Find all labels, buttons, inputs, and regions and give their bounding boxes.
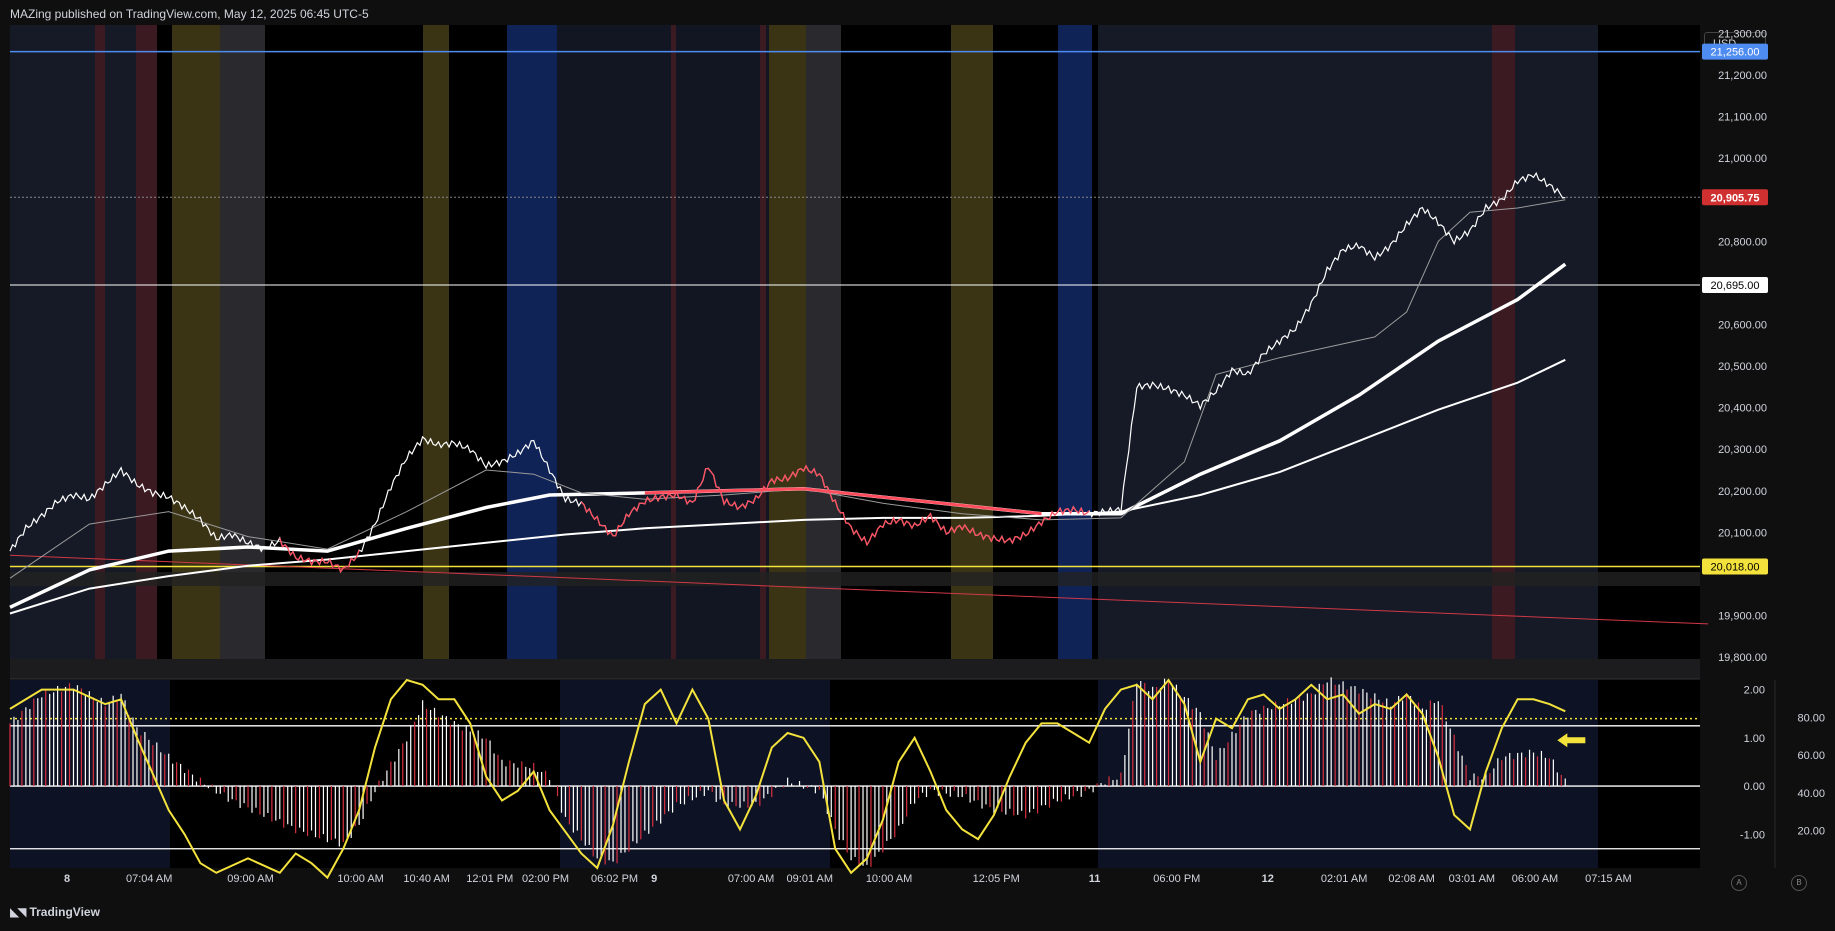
trendline — [9, 554, 1709, 625]
y-tick-label: 21,200.00 — [1718, 70, 1767, 82]
x-tick-label: 07:04 AM — [126, 873, 172, 885]
tradingview-mark-icon: ◣◥ — [10, 905, 27, 919]
session-band — [172, 25, 220, 678]
session-band — [951, 25, 993, 678]
axes: 21,300.00 21,200.00 21,100.00 21,000.00 20,8… — [64, 28, 1825, 885]
session-band — [1492, 25, 1515, 678]
x-tick-label: 10:00 AM — [337, 873, 383, 885]
log-scale-button[interactable]: B — [1791, 875, 1807, 891]
price-label-blue: 21,256.00 — [1711, 47, 1760, 59]
session-band — [105, 25, 136, 678]
x-tick-label: 12:05 PM — [973, 873, 1020, 885]
osc-left-tick: 0.00 — [1744, 781, 1765, 793]
x-tick-label: 09:00 AM — [227, 873, 273, 885]
x-tick-label: 12 — [1262, 873, 1274, 885]
x-tick-label: 06:00 AM — [1512, 873, 1558, 885]
price-label-bg — [1702, 558, 1768, 575]
session-band — [95, 25, 105, 678]
bottom-shade — [10, 659, 1700, 679]
session-band — [760, 25, 766, 678]
price-red-segment — [279, 537, 360, 574]
oscillator-line — [9, 678, 1566, 880]
y-tick-label: 20,400.00 — [1718, 403, 1767, 415]
session-band — [671, 25, 676, 678]
x-tick-label: 06:00 PM — [1153, 873, 1200, 885]
brand-name: TradingView — [29, 905, 100, 919]
oscillator-pane — [9, 677, 1700, 880]
x-tick-label: 06:02 PM — [591, 873, 638, 885]
osc-right-tick: 20.00 — [1797, 825, 1825, 837]
price-labels: 21,256.00 20,905.75 20,695.00 20,018.00 — [1702, 43, 1768, 575]
session-band — [10, 25, 95, 678]
session-band — [769, 25, 806, 678]
x-tick-label: 07:00 AM — [728, 873, 774, 885]
left-arrow-icon — [1557, 733, 1586, 748]
y-tick-label: 21,300.00 — [1718, 28, 1767, 40]
y-tick-label: 20,200.00 — [1718, 486, 1767, 498]
y-tick-label: 20,300.00 — [1718, 444, 1767, 456]
x-tick-label: 12:01 PM — [466, 873, 513, 885]
osc-band — [560, 680, 830, 868]
osc-band — [10, 680, 170, 868]
x-tick-label: 02:08 AM — [1388, 873, 1434, 885]
x-tick-label: 9 — [651, 873, 657, 885]
price-label-bg — [1702, 276, 1768, 293]
session-band — [1058, 25, 1092, 678]
x-tick-label: 10:40 AM — [403, 873, 449, 885]
session-band — [423, 25, 449, 678]
x-tick-label: 09:01 AM — [787, 873, 833, 885]
x-tick-label: 8 — [64, 873, 70, 885]
price-label-bg — [1702, 189, 1768, 206]
x-tick-label: 02:01 AM — [1321, 873, 1367, 885]
y-tick-label: 19,900.00 — [1718, 611, 1767, 623]
price-red-segment — [580, 464, 1090, 547]
session-band — [507, 25, 557, 678]
session-background-bands — [10, 25, 1700, 868]
range-shade — [10, 572, 1700, 586]
x-tick-label: 02:00 PM — [522, 873, 569, 885]
osc-left-tick: 2.00 — [1744, 685, 1765, 697]
price-label-yellow: 20,018.00 — [1711, 562, 1760, 574]
price-series — [9, 171, 1567, 615]
price-label-last: 20,905.75 — [1711, 192, 1760, 204]
session-band — [806, 25, 841, 678]
y-tick-label: 20,600.00 — [1718, 319, 1767, 331]
ma-slow — [9, 358, 1566, 615]
ma-thin — [9, 199, 1566, 579]
osc-band — [1098, 680, 1598, 868]
y-tick-label: 19,800.00 — [1718, 652, 1767, 664]
osc-left-tick: 1.00 — [1744, 733, 1765, 745]
x-tick-label: 10:00 AM — [866, 873, 912, 885]
tradingview-logo[interactable]: ◣◥ TradingView — [10, 905, 100, 919]
osc-left-tick: -1.00 — [1740, 829, 1765, 841]
price-label-bg — [1702, 43, 1768, 60]
publish-header: MAZing published on TradingView.com, May… — [10, 7, 369, 21]
ma-red-segment — [644, 487, 1042, 516]
y-tick-label: 20,800.00 — [1718, 236, 1767, 248]
auto-scale-button[interactable]: A — [1731, 875, 1747, 891]
y-tick-label: 21,000.00 — [1718, 153, 1767, 165]
osc-right-tick: 60.00 — [1797, 750, 1825, 762]
x-tick-label: 03:01 AM — [1449, 873, 1495, 885]
osc-right-tick: 40.00 — [1797, 788, 1825, 800]
x-tick-label: 07:15 AM — [1585, 873, 1631, 885]
y-tick-label: 20,100.00 — [1718, 527, 1767, 539]
price-label-white: 20,695.00 — [1711, 280, 1760, 292]
y-tick-label: 20,500.00 — [1718, 361, 1767, 373]
y-tick-label: 21,100.00 — [1718, 112, 1767, 124]
price-levels — [9, 50, 1709, 625]
osc-right-tick: 80.00 — [1797, 713, 1825, 725]
x-tick-label: 11 — [1089, 873, 1101, 885]
